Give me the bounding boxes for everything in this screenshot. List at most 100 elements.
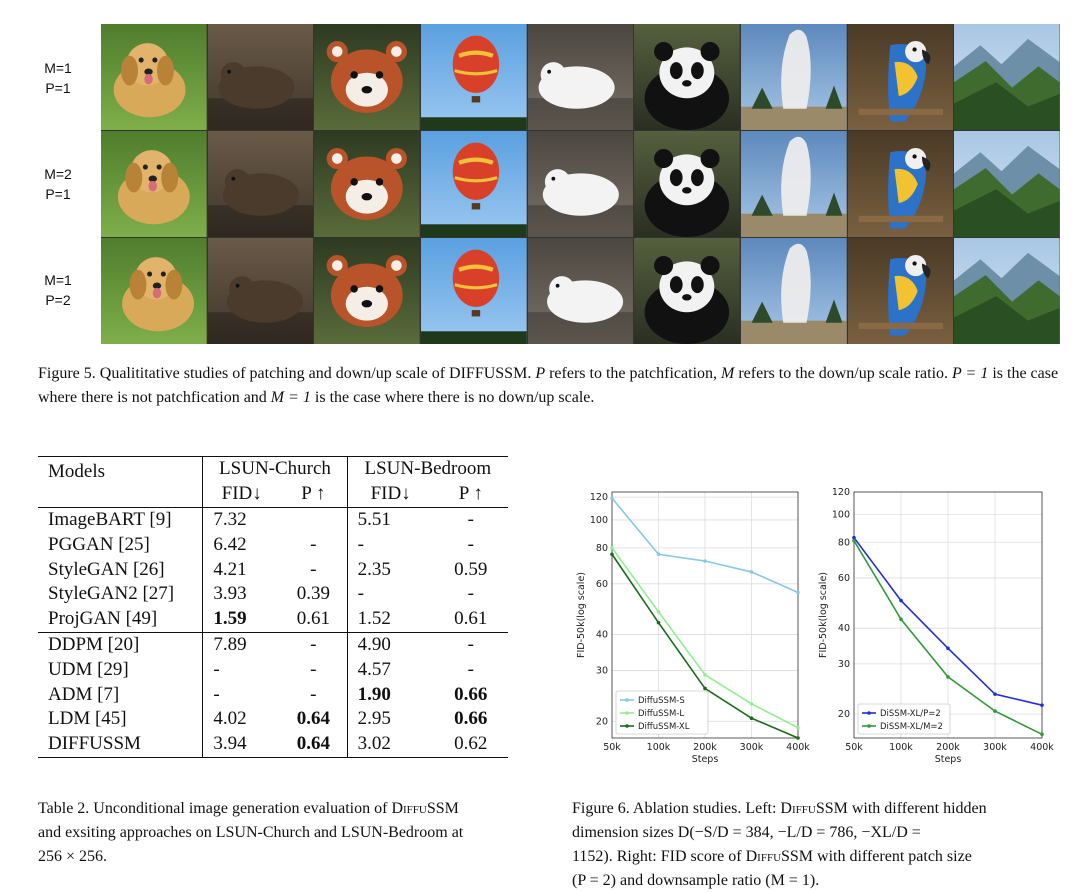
legend-marker [625, 698, 629, 702]
y-axis-label: FID-50k(log scale) [576, 572, 587, 658]
otter-image [207, 131, 314, 237]
x-tick-label: 200k [693, 742, 717, 753]
y-tick-label: 60 [596, 579, 608, 590]
chart-left: 20 30 40 60 80 100 120 50k 100k 200k 300k 400k Steps… [568, 486, 818, 776]
y-axis-label: FID-50k(log scale) [818, 572, 829, 658]
cell-bedroom-p: 0.66 [454, 708, 488, 730]
cell-bedroom-fid: 4.90 [346, 631, 434, 658]
chart-right-svg: 20 30 40 60 80 100 120 50k 100k 200k 300k 400k Steps… [818, 487, 1054, 765]
data-point [703, 673, 707, 677]
image-grid [101, 24, 1060, 344]
cell-church-fid: 7.89 [202, 631, 281, 658]
y-tick-label: 30 [838, 659, 850, 670]
macaw-image [847, 24, 954, 130]
plot-frame [853, 491, 1043, 739]
cell-church-p: 0.64 [296, 708, 330, 730]
header-lsun-bedroom: LSUN-Bedroom [346, 455, 508, 482]
table-row: DDPM [20] 7.89-4.90- [38, 631, 508, 658]
data-point [899, 598, 903, 603]
table-row: StyleGAN [26] 4.21 - 2.35 0.59 [38, 557, 508, 582]
figure-6-caption: Figure 6. Ablation studies. Left: DiffuS… [572, 800, 987, 889]
header-models: Models [38, 456, 203, 508]
panda-image [634, 131, 740, 237]
data-point [703, 686, 707, 691]
data-point [610, 496, 614, 500]
macaw-image [847, 131, 954, 237]
legend-marker [867, 711, 871, 715]
cell-model: DIFFUSSM [38, 731, 203, 758]
x-tick-label: 400k [786, 742, 810, 753]
cell-bedroom-p: 0.59 [454, 558, 488, 580]
hot-air-balloon-image [420, 24, 527, 130]
table-row: ADM [7] - - 1.90 0.66 [38, 682, 508, 707]
table-row: UDM [29] - - 4.57 - [38, 657, 508, 683]
cell-model: UDM [29] [48, 658, 129, 680]
data-point [656, 552, 661, 557]
cell-model: ProjGAN [49] [48, 608, 158, 630]
y-tick-label: 120 [590, 492, 608, 503]
row-label-m: M=1 [44, 60, 72, 76]
y-tick-label: 100 [832, 510, 850, 521]
y-tick-label: 80 [838, 537, 850, 548]
y-tick-label: 60 [838, 573, 850, 584]
figure-5-caption: Figure 5. Qualititative studies of patch… [38, 365, 1059, 406]
cell-church-fid: - [202, 657, 281, 683]
cell-model: PGGAN [25] [48, 533, 150, 555]
row-label-p: P=1 [45, 186, 71, 202]
row-label-1: M=1 P=1 [28, 58, 88, 98]
cell-bedroom-fid: 5.51 [346, 506, 434, 533]
figure-5: M=1 P=1 M=2 P=1 M=1 P=2 [0, 0, 1080, 350]
cell-church-p: - [310, 533, 317, 555]
legend-label: DiSSM-XL/M=2 [880, 722, 943, 732]
data-point [1040, 703, 1044, 707]
geyser-image [740, 24, 847, 130]
legend-label: DiffuSSM-S [638, 696, 685, 706]
x-axis-label: Steps [935, 754, 962, 765]
cell-church-p: 0.64 [280, 731, 348, 758]
mountain-valley-image [954, 24, 1060, 130]
header-bedroom-fid: FID↓ [346, 481, 434, 508]
otter-image [207, 238, 314, 344]
cell-model: StyleGAN [26] [48, 558, 165, 580]
data-point [656, 609, 661, 614]
cell-church-fid: - [202, 682, 281, 707]
red-panda-image [314, 24, 420, 130]
cell-church-p: - [310, 658, 317, 680]
y-tick-label: 80 [596, 543, 608, 554]
table-2: Models LSUN-Church LSUN-Bedroom FID↓ P ↑… [38, 455, 508, 758]
data-point [993, 692, 997, 696]
cell-bedroom-fid: - [346, 581, 434, 607]
geyser-image [740, 238, 847, 344]
cell-model: LDM [45] [48, 708, 127, 730]
geyser-image [740, 131, 847, 237]
cell-church-fid: 4.02 [202, 706, 281, 732]
plot-frame [611, 491, 799, 739]
x-tick-label: 200k [936, 742, 960, 753]
data-point [796, 590, 800, 595]
cell-model: DDPM [20] [38, 631, 203, 658]
x-tick-label: 50k [603, 742, 621, 753]
otter-image [207, 24, 314, 130]
row-label-p: P=1 [45, 80, 71, 96]
data-point [899, 617, 903, 622]
macaw-image [847, 238, 954, 344]
table-row: DIFFUSSM 3.94 0.64 3.02 0.62 [38, 731, 508, 758]
cell-bedroom-fid: 3.02 [346, 731, 434, 758]
data-point [796, 725, 800, 730]
arctic-fox-image [527, 131, 634, 237]
legend-marker [867, 724, 871, 728]
x-tick-label: 300k [983, 742, 1007, 753]
legend-label: DiSSM-XL/P=2 [880, 709, 941, 719]
cell-bedroom-fid: 2.95 [346, 706, 434, 732]
y-tick-label: 20 [838, 709, 850, 720]
legend-marker [625, 724, 629, 728]
data-point [749, 716, 754, 721]
cell-church-fid: 3.93 [202, 581, 281, 607]
cell-bedroom-fid: - [346, 532, 434, 558]
cell-church-fid: 7.32 [202, 506, 281, 533]
legend-marker [625, 711, 629, 715]
cell-bedroom-fid: 1.90 [346, 682, 434, 707]
row-label-3: M=1 P=2 [28, 270, 88, 310]
row-label-m: M=2 [44, 166, 72, 182]
cell-church-fid: 6.42 [202, 532, 281, 558]
